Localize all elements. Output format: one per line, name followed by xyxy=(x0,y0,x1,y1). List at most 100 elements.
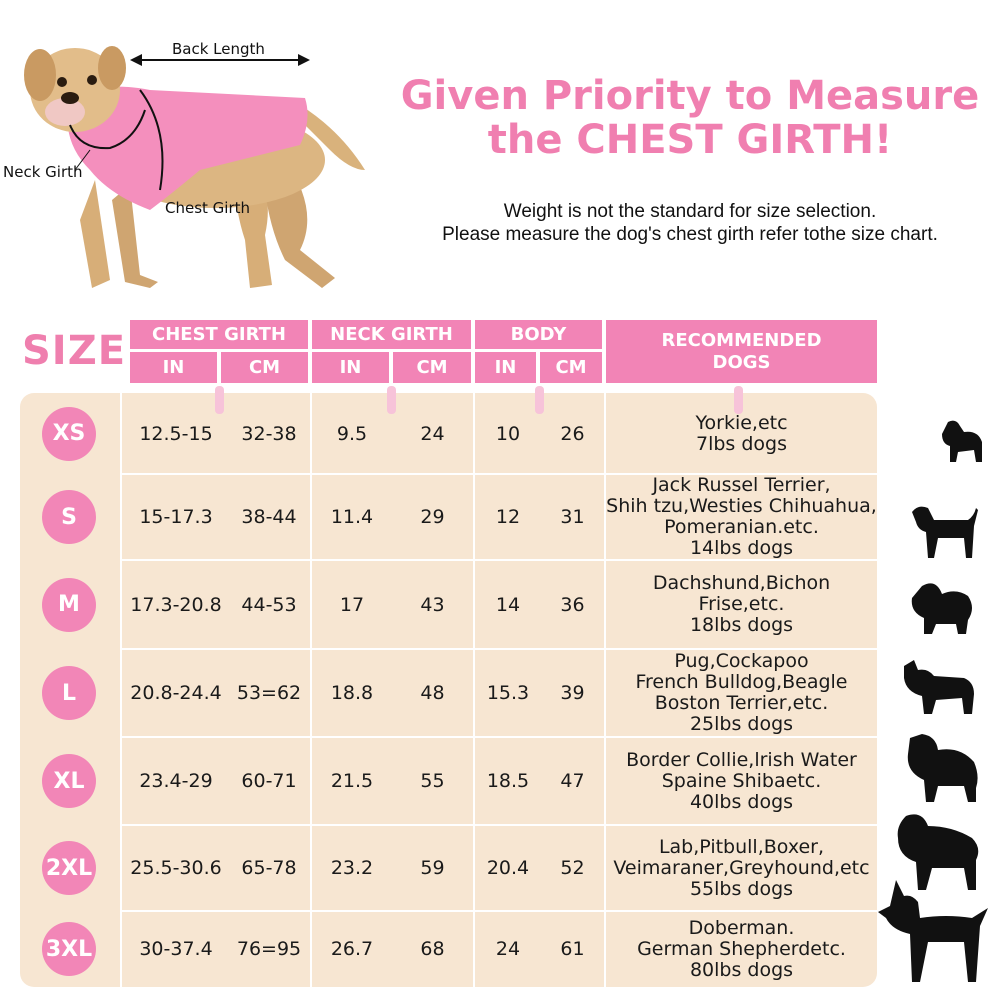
recommended-dogs-cell: Pug,Cockapoo French Bulldog,Beagle Boston … xyxy=(606,649,877,737)
header-neck-girth: NECK GIRTH xyxy=(312,320,471,349)
size-badge: 2XL xyxy=(42,841,96,895)
column-pin xyxy=(387,386,396,414)
cell-body-cm: 47 xyxy=(560,770,585,792)
cell-neck-in: 26.7 xyxy=(330,938,374,960)
recommended-dogs-line: Boston Terrier,etc. xyxy=(654,692,829,714)
cell-chest-in: 17.3-20.8 xyxy=(130,593,222,616)
collie-silhouette-icon xyxy=(907,734,978,802)
cell-body-cm: 31 xyxy=(560,506,585,528)
recommended-dogs-line: 80lbs dogs xyxy=(689,958,794,981)
row-divider xyxy=(120,824,877,826)
recommended-dogs-line: 25lbs dogs xyxy=(689,713,794,735)
recommended-dogs-line: French Bulldog,Beagle xyxy=(635,671,848,693)
recommended-dogs-cell: Jack Russel Terrier, Shih tzu,Westies Chi… xyxy=(606,474,877,560)
headline-line-2: the CHEST GIRTH! xyxy=(487,117,893,163)
header-chest-girth: CHEST GIRTH xyxy=(130,320,308,349)
cell-body-in: 18.5 xyxy=(486,770,530,792)
cell-neck-cm: 48 xyxy=(420,682,445,704)
row-divider xyxy=(120,648,877,650)
headline-line-1: Given Priority to Measure xyxy=(400,73,980,119)
neck-girth-label: Neck Girth xyxy=(3,163,83,181)
doberman-silhouette-icon xyxy=(878,880,988,982)
cell-chest-cm: 60-71 xyxy=(241,770,297,792)
cell-chest-in: 15-17.3 xyxy=(139,506,213,528)
row-divider xyxy=(120,910,877,912)
cell-body-in: 15.3 xyxy=(486,682,530,704)
cell-body-in: 12 xyxy=(495,506,521,528)
cell-body-cm: 61 xyxy=(560,938,585,960)
recommended-dogs-line: 18lbs dogs xyxy=(689,614,794,636)
column-pin xyxy=(734,386,743,414)
recommended-dogs-cell: Doberman. German Shepherdetc. 80lbs dogs xyxy=(606,911,877,987)
header-recommended-dogs: RECOMMENDED DOGS xyxy=(606,320,877,383)
header-neck-cm: CM xyxy=(393,352,471,383)
header-neck-in: IN xyxy=(312,352,389,383)
header-recommended-line-2: DOGS xyxy=(712,351,771,373)
recommended-dogs-cell: Yorkie,etc 7lbs dogs xyxy=(606,393,877,474)
cell-neck-in: 23.2 xyxy=(330,857,374,879)
cell-neck-cm: 68 xyxy=(420,938,445,960)
recommended-dogs-line: Yorkie,etc xyxy=(695,411,788,434)
cell-chest-in: 23.4-29 xyxy=(139,770,213,792)
size-badge: 3XL xyxy=(42,922,96,976)
recommended-dogs-line: Pug,Cockapoo xyxy=(674,650,809,672)
recommended-dogs-line: Frise,etc. xyxy=(698,593,785,615)
row-divider xyxy=(120,473,877,475)
header-chest-cm: CM xyxy=(221,352,308,383)
cell-neck-cm: 43 xyxy=(420,593,445,616)
bichon-silhouette-icon xyxy=(911,583,972,634)
back-length-label: Back Length xyxy=(172,40,265,58)
size-badge: L xyxy=(42,666,96,720)
recommended-dogs-line: German Shepherdetc. xyxy=(637,937,846,960)
column-divider xyxy=(120,393,122,987)
cell-body-in: 14 xyxy=(495,593,521,616)
cell-chest-in: 25.5-30.6 xyxy=(130,857,222,879)
header-recommended-line-1: RECOMMENDED xyxy=(661,329,822,351)
recommended-dogs-line: Veimaraner,Greyhound,etc xyxy=(613,856,870,879)
cell-body-cm: 39 xyxy=(560,682,585,704)
cell-neck-in: 9.5 xyxy=(336,422,368,445)
row-divider xyxy=(120,559,877,561)
dog-in-vest-image xyxy=(24,46,365,288)
note-line-1: Weight is not the standard for size sele… xyxy=(503,201,877,222)
terrier-silhouette-icon xyxy=(912,506,978,558)
recommended-dogs-line: Doberman. xyxy=(688,916,795,939)
recommended-dogs-line: Shih tzu,Westies Chihuahua, xyxy=(606,495,877,517)
cell-neck-in: 11.4 xyxy=(330,506,374,528)
cell-neck-cm: 55 xyxy=(420,770,445,792)
size-badge: XS xyxy=(42,406,96,461)
header-body: BODY xyxy=(475,320,602,349)
size-table-body xyxy=(20,393,877,987)
recommended-dogs-line: Border Collie,lrish Water xyxy=(626,748,857,771)
column-divider xyxy=(310,393,312,987)
recommended-dogs-cell: Dachshund,Bichon Frise,etc. 18lbs dogs xyxy=(606,560,877,649)
cell-chest-in: 30-37.4 xyxy=(139,938,213,960)
size-badge: M xyxy=(42,577,96,632)
cell-body-cm: 52 xyxy=(560,857,585,879)
size-title: SIZE xyxy=(22,328,127,374)
cell-neck-in: 21.5 xyxy=(330,770,374,792)
dog-measurement-illustration: Back Length Neck Girth Chest Girth xyxy=(0,20,380,310)
cell-chest-cm: 38-44 xyxy=(241,506,297,528)
recommended-dogs-line: Spaine Shibaetc. xyxy=(661,769,822,792)
cell-chest-cm: 32-38 xyxy=(241,422,297,445)
french-bulldog-silhouette-icon xyxy=(904,660,974,714)
column-pin xyxy=(535,386,544,414)
cell-body-cm: 36 xyxy=(560,593,585,616)
header-chest-in: IN xyxy=(130,352,217,383)
recommended-dogs-line: 55lbs dogs xyxy=(689,877,794,900)
note-line-2: Please measure the dog's chest girth ref… xyxy=(442,224,938,245)
chest-girth-label: Chest Girth xyxy=(165,199,251,217)
cell-neck-cm: 24 xyxy=(420,422,445,445)
size-badge: S xyxy=(42,490,96,544)
recommended-dogs-cell: Lab,Pitbull,Boxer, Veimaraner,Greyhound,e… xyxy=(606,825,877,911)
cell-chest-cm: 44-53 xyxy=(241,593,297,616)
cell-chest-in: 12.5-15 xyxy=(139,422,213,445)
recommended-dogs-cell: Border Collie,lrish Water Spaine Shibaetc… xyxy=(606,737,877,825)
column-divider xyxy=(473,393,475,987)
recommended-dogs-line: 14lbs dogs xyxy=(689,537,794,559)
cell-neck-cm: 29 xyxy=(420,506,445,528)
cell-neck-cm: 59 xyxy=(420,857,445,879)
yorkie-silhouette-icon xyxy=(942,420,982,462)
cell-chest-in: 20.8-24.4 xyxy=(130,682,222,704)
